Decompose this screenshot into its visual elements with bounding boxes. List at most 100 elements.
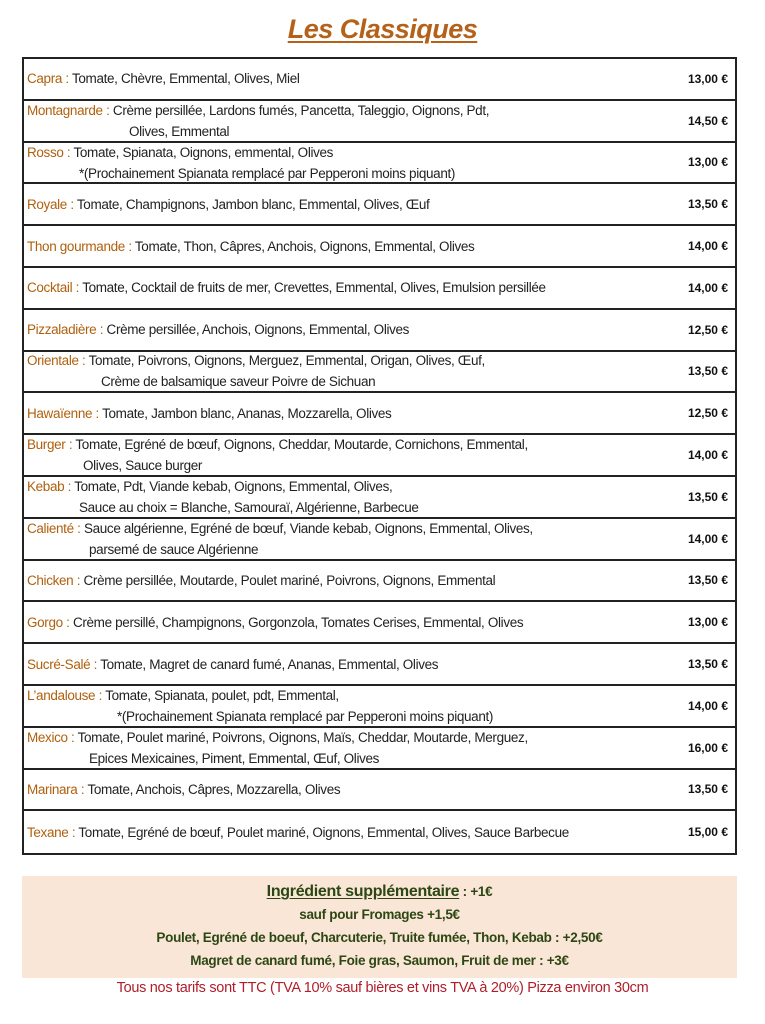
menu-row: Gorgo : Crème persillé, Champignons, Gor…	[24, 602, 735, 645]
pizza-price: 13,50 €	[687, 657, 728, 672]
pizza-price: 13,50 €	[687, 364, 728, 379]
pizza-name: Montagnarde :	[27, 102, 110, 118]
extra-ingredients-box: Ingrédient supplémentaire : +1€ sauf pou…	[22, 876, 737, 978]
pizza-description: Chicken : Crème persillée, Moutarde, Pou…	[24, 570, 496, 591]
menu-row: Pizzaladière : Crème persillée, Anchois,…	[24, 310, 735, 352]
pizza-description: L’andalouse : Tomate, Spianata, poulet, …	[24, 685, 493, 727]
pizza-ingredients: Crème persillé, Champignons, Gorgonzola,…	[69, 614, 524, 630]
pizza-name: Capra :	[27, 71, 69, 87]
pizza-ingredients-continued: Crème de balsamique saveur Poivre de Sic…	[101, 374, 376, 390]
pizza-ingredients: Tomate, Pdt, Viande kebab, Oignons, Emme…	[71, 478, 393, 494]
pizza-name: Orientale :	[27, 353, 86, 369]
pizza-price: 13,50 €	[687, 489, 728, 504]
pizza-price: 12,50 €	[687, 406, 728, 421]
pizza-ingredients: Crème persillée, Moutarde, Poulet mariné…	[80, 572, 496, 588]
pizza-description: Gorgo : Crème persillé, Champignons, Gor…	[24, 612, 524, 633]
menu-row: Orientale : Tomate, Poivrons, Oignons, M…	[24, 352, 735, 394]
menu-row: Mexico : Tomate, Poulet mariné, Poivrons…	[24, 728, 735, 770]
pizza-description: Orientale : Tomate, Poivrons, Oignons, M…	[24, 350, 485, 392]
pizza-name: Marinara :	[27, 781, 85, 797]
extras-line: sauf pour Fromages +1,5€	[299, 907, 460, 922]
menu-row: Hawaïenne : Tomate, Jambon blanc, Ananas…	[24, 393, 735, 436]
pizza-price: 14,00 €	[687, 239, 728, 254]
pizza-description: Capra : Tomate, Chèvre, Emmental, Olives…	[24, 68, 300, 89]
pizza-ingredients-continued: Olives, Emmental	[129, 123, 230, 139]
pizza-name: Rosso :	[27, 144, 71, 160]
menu-row: L’andalouse : Tomate, Spianata, poulet, …	[24, 686, 735, 728]
pizza-description: Marinara : Tomate, Anchois, Câpres, Mozz…	[24, 779, 341, 800]
pizza-ingredients: Sauce algérienne, Egréné de bœuf, Viande…	[80, 520, 533, 536]
pizza-description: Burger : Tomate, Egréné de bœuf, Oignons…	[24, 434, 528, 476]
menu-row: Sucré-Salé : Tomate, Magret de canard fu…	[24, 644, 735, 686]
menu-row: Montagnarde : Crème persillée, Lardons f…	[24, 101, 735, 143]
pizza-price: 14,50 €	[687, 113, 728, 128]
menu-row: Kebab : Tomate, Pdt, Viande kebab, Oigno…	[24, 477, 735, 519]
pizza-ingredients: Tomate, Egréné de bœuf, Oignons, Cheddar…	[72, 437, 528, 453]
pizza-name: Hawaïenne :	[27, 405, 99, 421]
pizza-price: 13,00 €	[687, 71, 728, 86]
menu-row: Royale : Tomate, Champignons, Jambon bla…	[24, 184, 735, 227]
menu-row: Marinara : Tomate, Anchois, Câpres, Mozz…	[24, 770, 735, 812]
pizza-name: Mexico :	[27, 729, 75, 745]
pizza-price: 13,50 €	[687, 197, 728, 212]
menu-row: Cocktail : Tomate, Cocktail de fruits de…	[24, 268, 735, 310]
pizza-name: Chicken :	[27, 572, 81, 588]
menu-row: Burger : Tomate, Egréné de bœuf, Oignons…	[24, 435, 735, 477]
pizza-description: Rosso : Tomate, Spianata, Oignons, emmen…	[24, 142, 455, 184]
pizza-description: Calienté : Sauce algérienne, Egréné de b…	[24, 518, 533, 560]
pizza-name: Thon gourmande :	[27, 238, 132, 254]
pizza-ingredients: Tomate, Jambon blanc, Ananas, Mozzarella…	[98, 405, 392, 421]
pizza-name: Cocktail :	[27, 280, 80, 296]
pizza-name: L’andalouse :	[27, 687, 103, 703]
pizza-name: Burger :	[27, 437, 73, 453]
menu-row: Texane : Tomate, Egréné de bœuf, Poulet …	[24, 811, 735, 853]
pizza-menu-table: Capra : Tomate, Chèvre, Emmental, Olives…	[22, 57, 737, 856]
pizza-price: 14,00 €	[687, 531, 728, 546]
pizza-ingredients: Tomate, Thon, Câpres, Anchois, Oignons, …	[131, 238, 475, 254]
pizza-description: Texane : Tomate, Egréné de bœuf, Poulet …	[24, 822, 569, 843]
pizza-ingredients-continued: Olives, Sauce burger	[83, 458, 203, 474]
pizza-ingredients: Tomate, Cocktail de fruits de mer, Creve…	[79, 280, 546, 296]
pizza-price: 14,00 €	[687, 448, 728, 463]
pizza-ingredients: Tomate, Magret de canard fumé, Ananas, E…	[97, 656, 439, 672]
pizza-name: Texane :	[27, 824, 76, 840]
pizza-description: Sucré-Salé : Tomate, Magret de canard fu…	[24, 654, 439, 675]
pizza-ingredients: Tomate, Spianata, poulet, pdt, Emmental,	[102, 687, 339, 703]
menu-row: Calienté : Sauce algérienne, Egréné de b…	[24, 519, 735, 561]
pizza-price: 14,00 €	[687, 698, 728, 713]
pizza-price: 13,00 €	[687, 615, 728, 630]
pizza-description: Mexico : Tomate, Poulet mariné, Poivrons…	[24, 727, 528, 769]
extras-line: Poulet, Egréné de boeuf, Charcuterie, Tr…	[156, 930, 603, 945]
pizza-ingredients-continued: *(Prochainement Spianata remplacé par Pe…	[117, 708, 494, 724]
pizza-ingredients: Tomate, Poulet mariné, Poivrons, Oignons…	[74, 729, 529, 745]
pizza-name: Pizzaladière :	[27, 322, 104, 338]
pizza-ingredients: Tomate, Champignons, Jambon blanc, Emmen…	[73, 196, 430, 212]
menu-row: Rosso : Tomate, Spianata, Oignons, emmen…	[24, 143, 735, 185]
tax-note: Tous nos tarifs sont TTC (TVA 10% sauf b…	[116, 980, 649, 996]
pizza-ingredients: Tomate, Spianata, Oignons, emmental, Oli…	[70, 144, 334, 160]
pizza-name: Gorgo :	[27, 614, 70, 630]
menu-row: Capra : Tomate, Chèvre, Emmental, Olives…	[24, 59, 735, 101]
pizza-ingredients: Tomate, Poivrons, Oignons, Merguez, Emme…	[85, 353, 486, 369]
pizza-price: 12,50 €	[687, 322, 728, 337]
pizza-price: 13,50 €	[687, 782, 728, 797]
menu-row: Thon gourmande : Tomate, Thon, Câpres, A…	[24, 226, 735, 268]
pizza-price: 13,00 €	[687, 155, 728, 170]
pizza-ingredients-continued: Sauce au choix = Blanche, Samouraï, Algé…	[79, 499, 419, 515]
pizza-price: 13,50 €	[687, 573, 728, 588]
pizza-name: Sucré-Salé :	[27, 656, 98, 672]
pizza-description: Hawaïenne : Tomate, Jambon blanc, Ananas…	[24, 403, 392, 424]
pizza-ingredients: Tomate, Egréné de bœuf, Poulet mariné, O…	[75, 824, 569, 840]
pizza-ingredients-continued: parsemé de sauce Algérienne	[89, 541, 259, 557]
pizza-ingredients: Tomate, Chèvre, Emmental, Olives, Miel	[68, 71, 300, 87]
pizza-description: Kebab : Tomate, Pdt, Viande kebab, Oigno…	[24, 476, 419, 518]
page-title: Les Classiques	[287, 14, 478, 44]
pizza-ingredients-continued: Epices Mexicaines, Piment, Emmental, Œuf…	[89, 750, 380, 766]
pizza-ingredients: Crème persillée, Anchois, Oignons, Emmen…	[103, 322, 410, 338]
pizza-price: 16,00 €	[687, 740, 728, 755]
menu-row: Chicken : Crème persillée, Moutarde, Pou…	[24, 561, 735, 603]
pizza-ingredients-continued: *(Prochainement Spianata remplacé par Pe…	[79, 165, 456, 181]
pizza-ingredients: Tomate, Anchois, Câpres, Mozzarella, Oli…	[84, 781, 341, 797]
pizza-price: 14,00 €	[687, 280, 728, 295]
pizza-price: 15,00 €	[687, 825, 728, 840]
